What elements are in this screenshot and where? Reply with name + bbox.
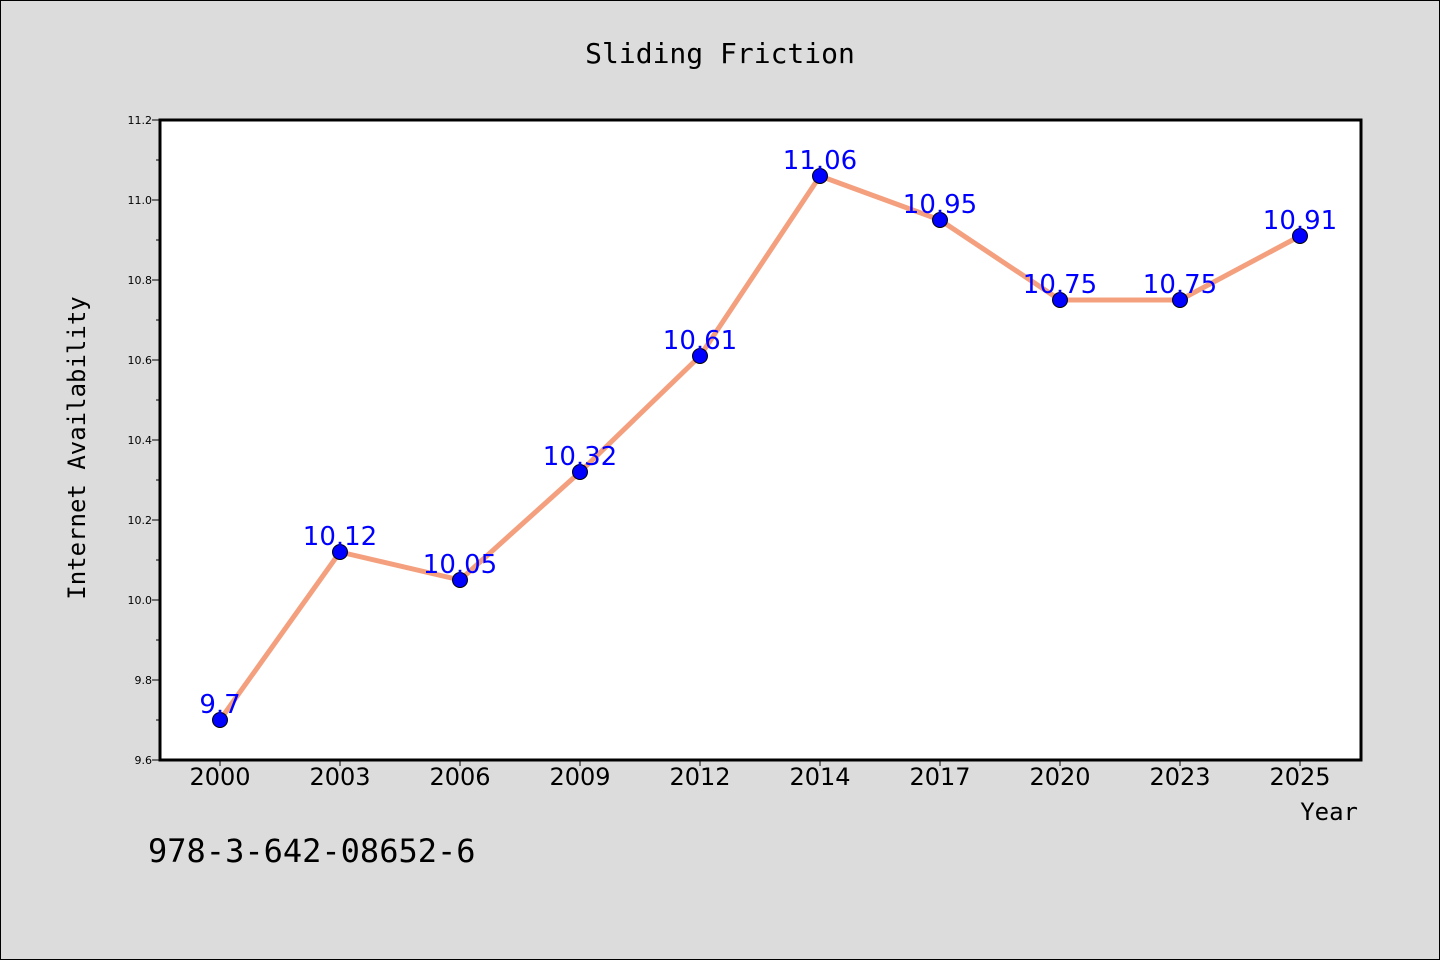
x-tick-label: 2025	[1269, 763, 1330, 791]
y-tick-label: 11.2	[128, 114, 153, 127]
series	[212, 168, 1308, 728]
data-label: 10.05	[423, 550, 497, 580]
x-tick-label: 2023	[1149, 763, 1210, 791]
y-tick-label: 10.6	[128, 354, 153, 367]
chart-title: Sliding Friction	[585, 37, 855, 70]
y-axis: 9.6 9.8 10.0 10.2 10.4 10.6 10.8 11.0 11.2	[128, 114, 160, 767]
data-label: 10.61	[663, 326, 737, 356]
y-tick-label: 10.8	[128, 274, 153, 287]
data-point	[692, 348, 708, 364]
x-tick-label: 2006	[429, 763, 490, 791]
y-tick-label: 9.6	[135, 754, 153, 767]
plot-border	[158, 118, 1363, 762]
data-label: 10.91	[1263, 206, 1337, 236]
y-tick-label: 10.4	[128, 434, 153, 447]
data-point	[1052, 292, 1068, 308]
data-label: 10.12	[303, 522, 377, 552]
x-tick-label: 2017	[909, 763, 970, 791]
x-tick-label: 2003	[309, 763, 370, 791]
data-label: 11.06	[783, 146, 857, 176]
isbn-text: 978-3-642-08652-6	[148, 832, 476, 870]
data-point	[932, 212, 948, 228]
x-tick-label: 2000	[189, 763, 250, 791]
y-tick-label: 11.0	[128, 194, 153, 207]
y-tick-label: 10.0	[128, 594, 153, 607]
x-axis-label: Year	[1300, 798, 1358, 826]
data-labels: 9.7 10.12 10.05 10.32 10.61 11.06 10.95 10.75 10…	[199, 146, 1337, 720]
x-tick-label: 2020	[1029, 763, 1090, 791]
data-label: 10.75	[1143, 270, 1217, 300]
data-label: 10.32	[543, 442, 617, 472]
data-point	[1172, 292, 1188, 308]
y-tick-label: 10.2	[128, 514, 153, 527]
y-tick-label: 9.8	[135, 674, 153, 687]
plot-area	[160, 120, 1361, 760]
data-point	[212, 712, 228, 728]
series-line	[217, 173, 1303, 723]
x-tick-label: 2012	[669, 763, 730, 791]
x-axis: 2000 2003 2006 2009 2012 2014 2017 2020 2023 2025	[189, 760, 1331, 791]
y-axis-label: Internet Availability	[63, 296, 91, 599]
data-point	[572, 464, 588, 480]
data-point	[812, 168, 828, 184]
x-tick-label: 2014	[789, 763, 850, 791]
data-label: 9.7	[199, 690, 240, 720]
data-label: 10.75	[1023, 270, 1097, 300]
data-point	[1292, 228, 1308, 244]
x-tick-label: 2009	[549, 763, 610, 791]
data-label: 10.95	[903, 190, 977, 220]
data-point	[332, 544, 348, 560]
data-point	[452, 572, 468, 588]
